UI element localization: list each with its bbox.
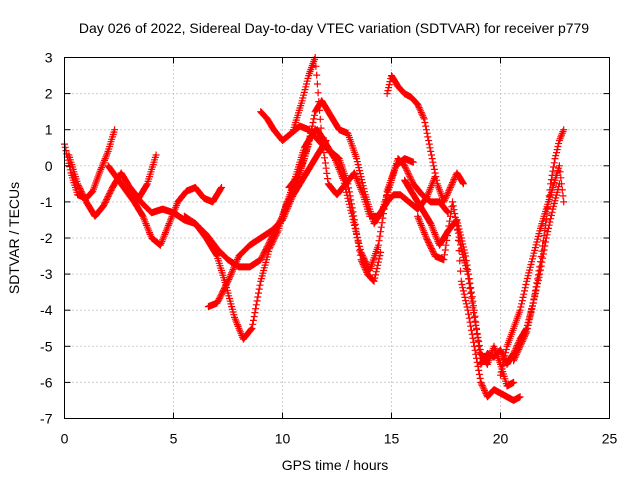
x-tick-label: 20 <box>493 431 509 447</box>
x-tick-label: 25 <box>602 431 618 447</box>
data-point-markers <box>497 162 568 379</box>
y-tick-label: -7 <box>40 411 53 427</box>
y-axis-label: SDTVAR / TECUs <box>6 182 22 294</box>
data-point-markers <box>510 126 568 365</box>
chart-title: Day 026 of 2022, Sidereal Day-to-day VTE… <box>79 20 589 36</box>
y-tick-label: -1 <box>40 194 53 210</box>
series-track-16 <box>510 126 568 365</box>
series-track-13 <box>414 198 518 390</box>
series-track-5 <box>180 198 291 343</box>
series-track-6 <box>204 137 330 311</box>
y-tick-label: -3 <box>40 266 53 282</box>
data-point-markers <box>401 176 524 404</box>
x-tick-label: 10 <box>275 431 291 447</box>
x-axis-label: GPS time / hours <box>282 457 389 473</box>
series-track-15 <box>497 162 568 379</box>
x-tick-label: 15 <box>384 431 400 447</box>
y-tick-label: -6 <box>40 374 53 390</box>
data-point-markers <box>180 198 291 343</box>
y-tick-label: 1 <box>45 122 53 138</box>
y-tick-label: -5 <box>40 338 53 354</box>
tick-layer: -7 -6 -5 -4 -3 -2 -1 0 1 2 3 0 5 10 15 20 25 <box>40 50 617 447</box>
data-point-markers <box>204 137 330 311</box>
y-tick-label: 2 <box>45 86 53 102</box>
x-tick-label: 0 <box>61 431 69 447</box>
y-tick-label: 3 <box>45 50 53 66</box>
grid-layer <box>64 57 610 419</box>
x-tick-label: 5 <box>170 431 178 447</box>
series-track-12 <box>401 176 524 404</box>
y-tick-label: -2 <box>40 230 53 246</box>
y-tick-label: 0 <box>45 158 53 174</box>
data-point-markers <box>104 162 225 249</box>
data-point-markers <box>383 72 467 206</box>
data-layer <box>61 54 568 404</box>
series-track-11 <box>383 72 467 206</box>
data-point-markers <box>414 198 518 390</box>
y-tick-label: -4 <box>40 302 53 318</box>
series-track-3 <box>104 162 225 249</box>
